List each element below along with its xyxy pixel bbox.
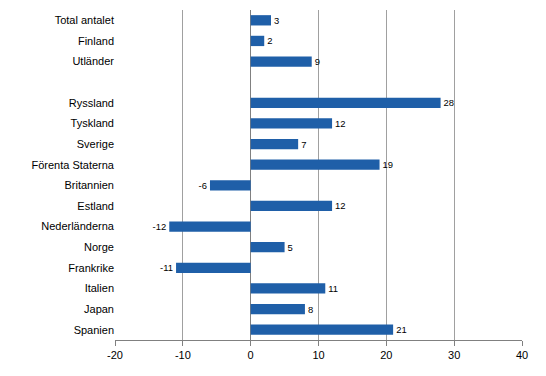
svg-text:20: 20 (380, 349, 392, 361)
svg-text:12: 12 (335, 118, 346, 129)
svg-text:Tyskland: Tyskland (71, 117, 114, 129)
svg-text:Finland: Finland (78, 35, 114, 47)
svg-text:-12: -12 (153, 221, 167, 232)
svg-text:9: 9 (315, 56, 320, 67)
svg-text:Italien: Italien (85, 282, 114, 294)
svg-text:Utländer: Utländer (72, 55, 114, 67)
svg-text:28: 28 (444, 97, 455, 108)
svg-text:2: 2 (267, 35, 272, 46)
svg-text:19: 19 (383, 159, 394, 170)
svg-text:Nederländerna: Nederländerna (41, 220, 115, 232)
svg-text:Total antalet: Total antalet (55, 14, 114, 26)
svg-text:30: 30 (448, 349, 460, 361)
svg-text:Sverige: Sverige (77, 138, 114, 150)
svg-text:Britannien: Britannien (64, 179, 114, 191)
svg-text:Norge: Norge (84, 241, 114, 253)
svg-text:40: 40 (516, 349, 528, 361)
svg-text:Spanien: Spanien (74, 324, 114, 336)
svg-text:10: 10 (312, 349, 324, 361)
svg-text:0: 0 (248, 349, 254, 361)
svg-text:-11: -11 (160, 262, 173, 273)
svg-text:8: 8 (308, 304, 313, 315)
svg-text:21: 21 (396, 324, 407, 335)
svg-text:7: 7 (301, 139, 306, 150)
svg-text:-10: -10 (175, 349, 191, 361)
svg-text:Ryssland: Ryssland (69, 97, 114, 109)
svg-text:-20: -20 (107, 349, 123, 361)
svg-text:Förenta Staterna: Förenta Staterna (31, 159, 114, 171)
svg-text:Estland: Estland (77, 200, 114, 212)
svg-text:Frankrike: Frankrike (68, 262, 114, 274)
svg-text:11: 11 (328, 283, 338, 294)
svg-text:Japan: Japan (84, 303, 114, 315)
svg-text:12: 12 (335, 200, 346, 211)
svg-text:-6: -6 (199, 180, 207, 191)
svg-text:3: 3 (274, 15, 279, 26)
svg-text:5: 5 (288, 242, 293, 253)
